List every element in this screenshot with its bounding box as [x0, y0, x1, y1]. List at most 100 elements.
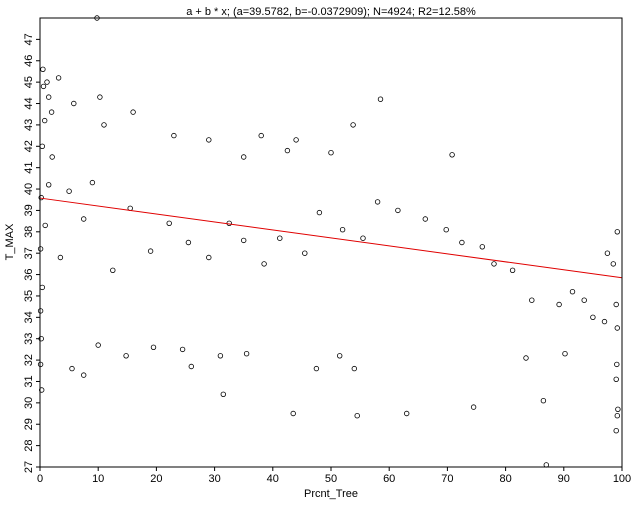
- x-tick-label: 0: [37, 473, 43, 485]
- data-point: [277, 235, 283, 241]
- data-point: [37, 361, 44, 368]
- y-tick-label: 27: [23, 461, 35, 473]
- data-point: [243, 351, 250, 357]
- data-point: [49, 154, 55, 160]
- data-point: [130, 109, 136, 115]
- data-point: [523, 355, 529, 361]
- x-axis-label: Prcnt_Tree: [304, 488, 358, 500]
- data-point: [360, 235, 366, 241]
- x-tick-label: 20: [150, 473, 162, 485]
- data-point: [89, 179, 96, 186]
- data-point: [351, 365, 357, 372]
- data-point: [57, 254, 64, 261]
- y-tick-label: 34: [23, 311, 35, 323]
- data-point: [123, 353, 129, 359]
- data-point: [316, 209, 323, 216]
- data-point: [614, 413, 620, 419]
- data-point: [71, 100, 77, 107]
- data-point: [206, 254, 212, 261]
- data-point: [337, 353, 343, 359]
- data-point: [509, 267, 516, 273]
- x-tick-label: 90: [558, 473, 570, 485]
- y-tick-label: 29: [23, 418, 35, 430]
- data-point: [284, 147, 291, 154]
- data-point: [614, 229, 620, 235]
- data-point: [147, 248, 154, 254]
- data-point: [613, 428, 619, 434]
- y-tick-label: 30: [23, 397, 35, 409]
- data-point: [313, 365, 320, 372]
- data-point: [150, 344, 157, 350]
- data-point: [258, 132, 264, 139]
- data-point: [328, 149, 334, 156]
- data-point: [42, 222, 48, 229]
- data-point: [569, 289, 576, 295]
- data-point: [38, 194, 44, 201]
- data-point: [206, 137, 212, 143]
- data-point: [581, 297, 587, 303]
- data-point: [290, 410, 296, 417]
- data-point: [529, 297, 535, 303]
- y-tick-label: 40: [23, 183, 35, 195]
- y-tick-label: 38: [23, 226, 35, 238]
- data-point: [40, 66, 46, 72]
- y-tick-label: 32: [23, 354, 35, 366]
- data-point: [422, 216, 428, 222]
- data-points: [37, 15, 621, 468]
- data-point: [374, 199, 381, 205]
- data-point: [179, 346, 186, 353]
- x-tick-label: 50: [325, 473, 337, 485]
- y-tick-label: 42: [23, 140, 35, 152]
- data-point: [37, 308, 44, 314]
- x-tick-label: 70: [441, 473, 453, 485]
- y-axis-ticks: 27 28 29 30 31 32 33 34 35 36 37 38 39 40 41 42 43 44 45 46…: [23, 33, 40, 473]
- data-point: [39, 387, 45, 393]
- y-tick-label: 47: [23, 33, 35, 45]
- y-axis-label: T_MAX: [4, 223, 16, 260]
- x-tick-label: 30: [208, 473, 220, 485]
- data-point: [95, 342, 101, 348]
- data-point: [66, 188, 72, 194]
- x-tick-label: 60: [383, 473, 395, 485]
- data-point: [188, 363, 194, 370]
- data-point: [69, 365, 75, 372]
- chart-title: a + b * x; (a=39.5782, b=-0.0372909); N=…: [186, 6, 476, 18]
- data-point: [562, 351, 568, 357]
- data-point: [404, 410, 410, 417]
- data-point: [615, 406, 621, 412]
- data-point: [590, 314, 596, 320]
- data-point: [449, 152, 455, 158]
- data-point: [443, 226, 449, 233]
- data-point: [350, 122, 356, 128]
- data-point: [479, 244, 485, 250]
- data-point: [354, 413, 360, 419]
- regression-fit-line: [39, 197, 623, 279]
- y-tick-label: 35: [23, 290, 35, 302]
- data-point: [217, 353, 224, 359]
- data-point: [540, 398, 547, 404]
- data-point: [302, 250, 308, 256]
- data-point: [604, 250, 611, 256]
- data-point: [37, 246, 44, 252]
- data-point: [240, 237, 247, 244]
- y-tick-label: 41: [23, 162, 35, 174]
- y-tick-label: 39: [23, 204, 35, 216]
- data-point: [101, 122, 107, 128]
- data-point: [459, 239, 465, 246]
- data-point: [44, 79, 50, 85]
- data-point: [40, 83, 47, 90]
- data-point: [613, 301, 619, 308]
- data-point: [339, 226, 346, 233]
- data-point: [614, 325, 620, 331]
- data-point: [80, 372, 87, 378]
- y-tick-label: 44: [23, 97, 35, 109]
- data-point: [42, 117, 48, 124]
- y-tick-label: 45: [23, 76, 35, 88]
- x-tick-label: 40: [267, 473, 279, 485]
- y-tick-label: 31: [23, 375, 35, 387]
- x-tick-label: 100: [613, 473, 631, 485]
- y-tick-label: 28: [23, 439, 35, 451]
- x-tick-label: 80: [499, 473, 511, 485]
